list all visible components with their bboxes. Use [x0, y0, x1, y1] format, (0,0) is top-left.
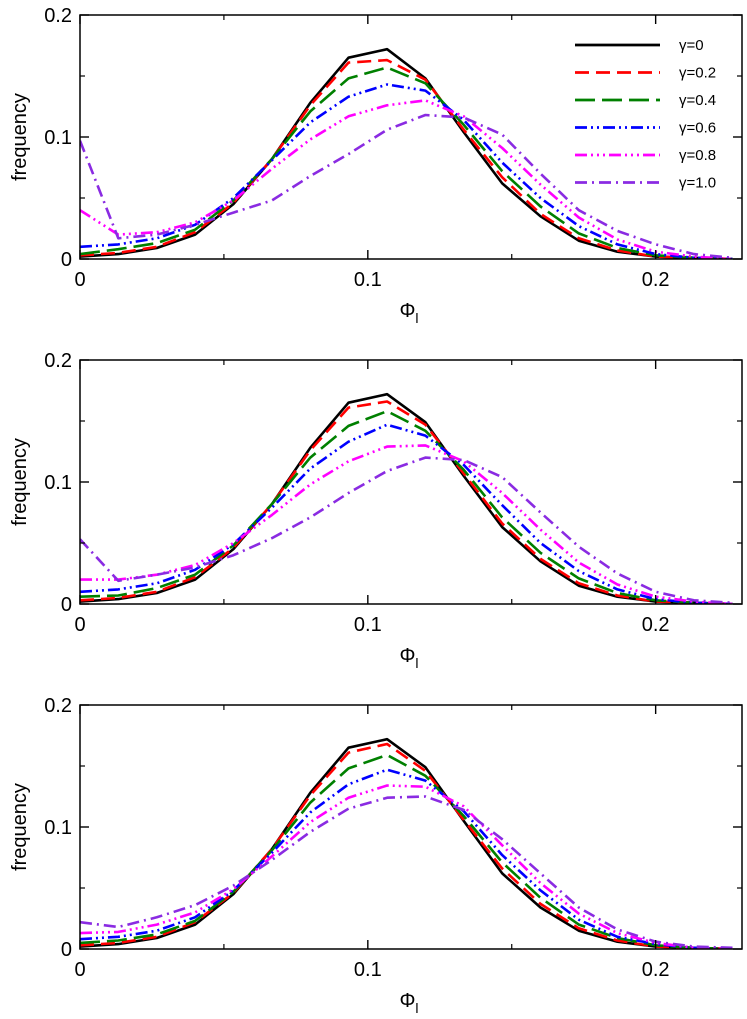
plot-frame: [79, 704, 743, 950]
series-line-0-2: [80, 742, 733, 949]
x-tick-label: 0.2: [642, 269, 670, 291]
y-tick-label: 0.1: [44, 127, 72, 149]
legend-label: γ=0.6: [679, 120, 716, 137]
y-tick-label: 0.2: [44, 350, 72, 372]
series-line-0-2: [80, 58, 733, 259]
legend-label: γ=0.8: [679, 147, 716, 164]
legend-label: γ=0.4: [679, 92, 716, 109]
series-line-0-6: [80, 768, 733, 949]
x-tick-label: 0.1: [354, 614, 382, 636]
y-axis-label: frequency: [9, 93, 31, 181]
x-tick-label: 0: [74, 269, 85, 291]
y-tick-label: 0: [61, 249, 72, 271]
series-line-1-0: [80, 795, 733, 949]
series-line-0-4: [80, 66, 733, 259]
y-axis-label: frequency: [9, 438, 31, 526]
series-line-0: [80, 737, 733, 949]
plot-frame: [79, 359, 743, 605]
x-axis-label: Φl: [399, 990, 418, 1016]
chart-panel-1: 0 0.1 0.200.10.2Φlfrequencyγ=0γ=0.2γ=0.4γ=…: [9, 5, 743, 326]
legend: γ=0 γ=0.2 γ=0.4 γ=0.6 γ=0.8 γ=1.0: [575, 37, 716, 192]
series-line-1-0: [80, 456, 733, 604]
series-group: [80, 737, 733, 949]
plot-frame: [79, 14, 743, 260]
y-tick-label: 0.1: [44, 817, 72, 839]
legend-label: γ=1.0: [679, 175, 716, 192]
x-tick-label: 0: [74, 614, 85, 636]
chart-panel-3: 0 0.1 0.2 0 0.1 0.2 Φl frequency: [9, 695, 743, 1016]
series-line-0: [80, 392, 733, 604]
series-line-0-8: [80, 784, 733, 949]
y-tick-label: 0.2: [44, 695, 72, 717]
series-group: [80, 392, 733, 604]
series-line-0-4: [80, 753, 733, 949]
series-line-0-6: [80, 83, 733, 259]
x-axis-label: Φl: [399, 645, 418, 671]
legend-label: γ=0: [679, 37, 704, 54]
chart-panel-2: 0 0.1 0.2 0 0.1 0.2 Φl frequency: [9, 350, 743, 671]
series-line-1-0: [80, 113, 733, 259]
series-line-0-4: [80, 409, 733, 604]
x-tick-label: 0.1: [354, 959, 382, 981]
series-line-0-6: [80, 423, 733, 604]
x-tick-label: 0: [74, 959, 85, 981]
x-tick-label: 0.2: [642, 614, 670, 636]
series-line-0-2: [80, 400, 733, 604]
x-axis-label: Φl: [399, 300, 418, 326]
series-line-0-8: [80, 444, 733, 604]
x-tick-label: 0.1: [354, 269, 382, 291]
series-group: [80, 47, 733, 259]
y-tick-label: 0.2: [44, 5, 72, 27]
y-tick-label: 0: [61, 939, 72, 961]
series-line-0-8: [80, 99, 733, 259]
y-tick-label: 0: [61, 594, 72, 616]
y-axis-label: frequency: [9, 783, 31, 871]
y-tick-label: 0.1: [44, 472, 72, 494]
x-tick-label: 0.2: [642, 959, 670, 981]
legend-label: γ=0.2: [679, 65, 716, 82]
